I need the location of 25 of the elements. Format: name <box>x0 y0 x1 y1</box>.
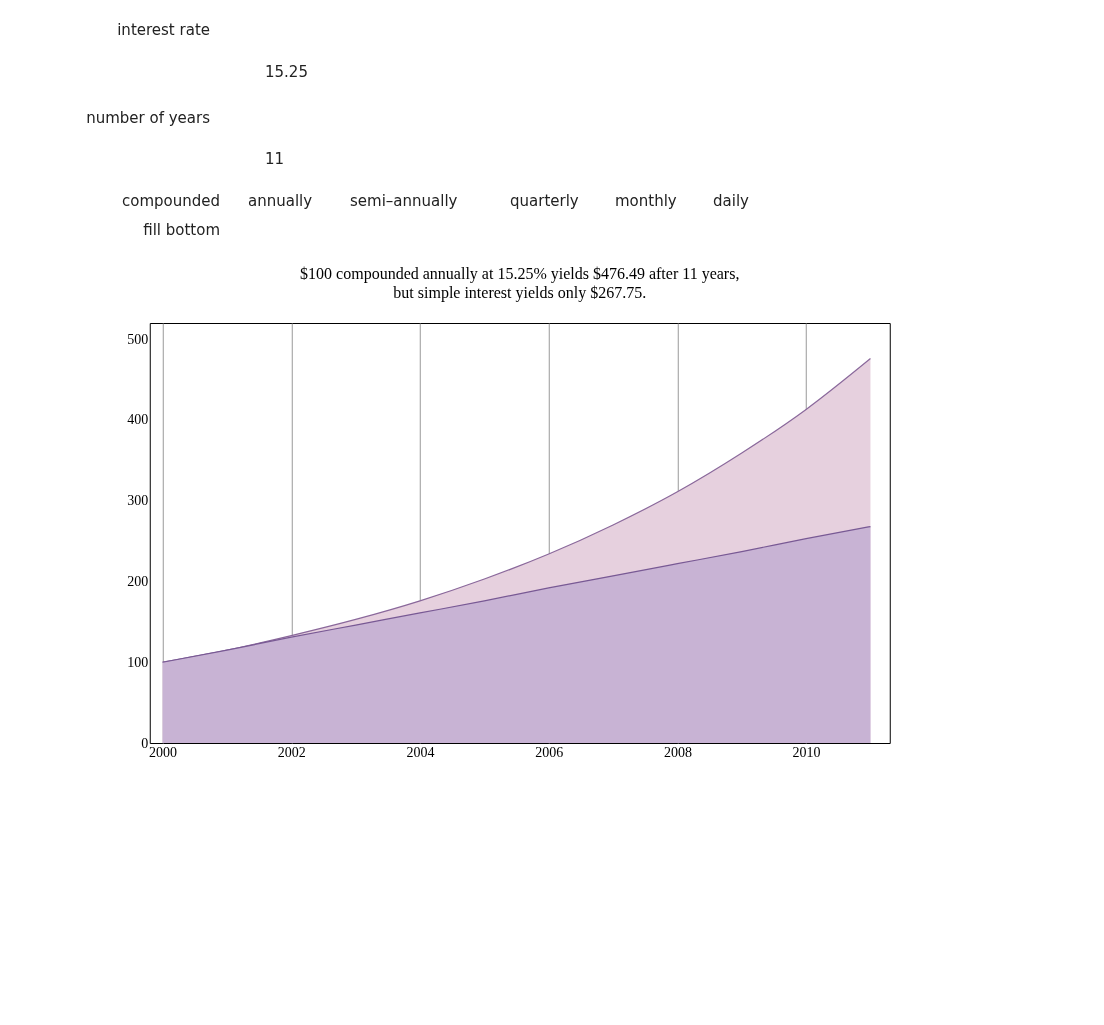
text: interest rate <box>117 21 210 39</box>
text: semi–annually <box>350 191 458 210</box>
text: 15.25 <box>265 62 308 81</box>
chart-title: $100 compounded annually at 15.25% yields $476.49 after 11 years, <box>300 265 740 283</box>
text: quarterly <box>510 191 579 210</box>
x-tick-label: 2002 <box>277 744 306 760</box>
y-tick-label: 100 <box>127 654 149 670</box>
y-tick-label: 400 <box>127 412 149 428</box>
text: fill bottom <box>143 221 220 239</box>
text: monthly <box>615 191 677 210</box>
chart-subtitle: but simple interest yields only $267.75. <box>393 284 647 302</box>
x-tick-label: 2010 <box>792 744 821 760</box>
text: compounded <box>121 191 220 210</box>
x-tick-label: 2006 <box>535 744 564 760</box>
x-tick-label: 2004 <box>406 744 435 760</box>
text: 11 <box>265 150 285 169</box>
x-tick-label: 2000 <box>149 744 178 760</box>
text: number of years <box>86 108 211 127</box>
y-tick-label: 300 <box>127 493 149 509</box>
x-tick-label: 2008 <box>663 744 692 760</box>
y-tick-label: 500 <box>127 331 149 347</box>
text: daily <box>713 191 750 210</box>
y-tick-label: 0 <box>141 735 149 751</box>
text: annually <box>248 191 313 210</box>
y-tick-label: 200 <box>127 573 149 589</box>
